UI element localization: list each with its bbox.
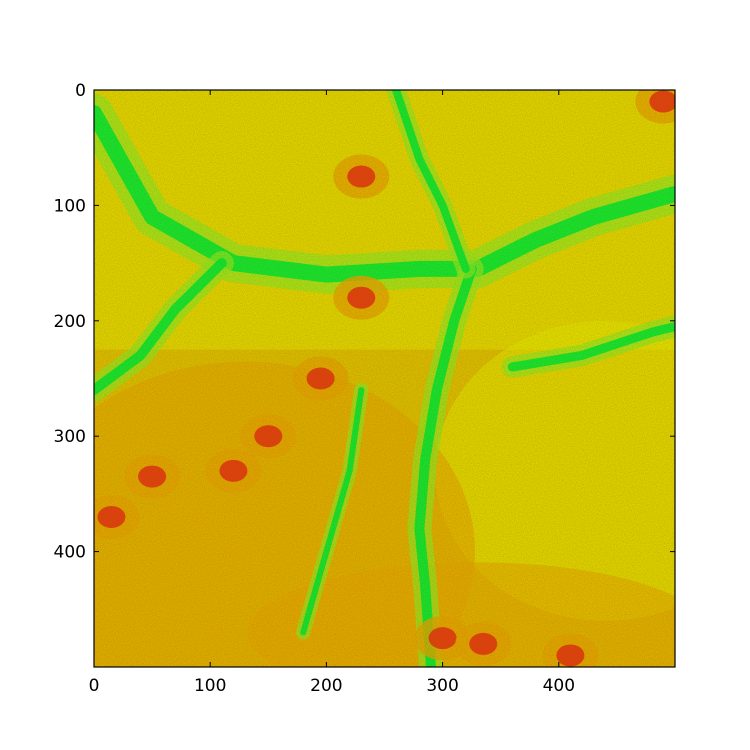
x-axis: 0 100 200 300 400 xyxy=(89,90,575,696)
x-tick-label: 400 xyxy=(543,676,575,696)
y-tick-label: 100 xyxy=(54,196,86,216)
y-tick-label: 0 xyxy=(75,81,86,101)
y-tick-label: 200 xyxy=(54,312,86,332)
plot-frame xyxy=(93,89,676,668)
heatmap-area xyxy=(94,90,675,667)
x-tick-label: 0 xyxy=(89,676,100,696)
x-tick-label: 100 xyxy=(194,676,226,696)
x-tick-label: 200 xyxy=(310,676,342,696)
y-tick-label: 400 xyxy=(54,543,86,563)
terrain-texture xyxy=(94,90,675,667)
x-tick-label: 300 xyxy=(426,676,458,696)
y-axis: 0 100 200 300 400 xyxy=(54,81,675,563)
y-tick-label: 300 xyxy=(54,427,86,447)
